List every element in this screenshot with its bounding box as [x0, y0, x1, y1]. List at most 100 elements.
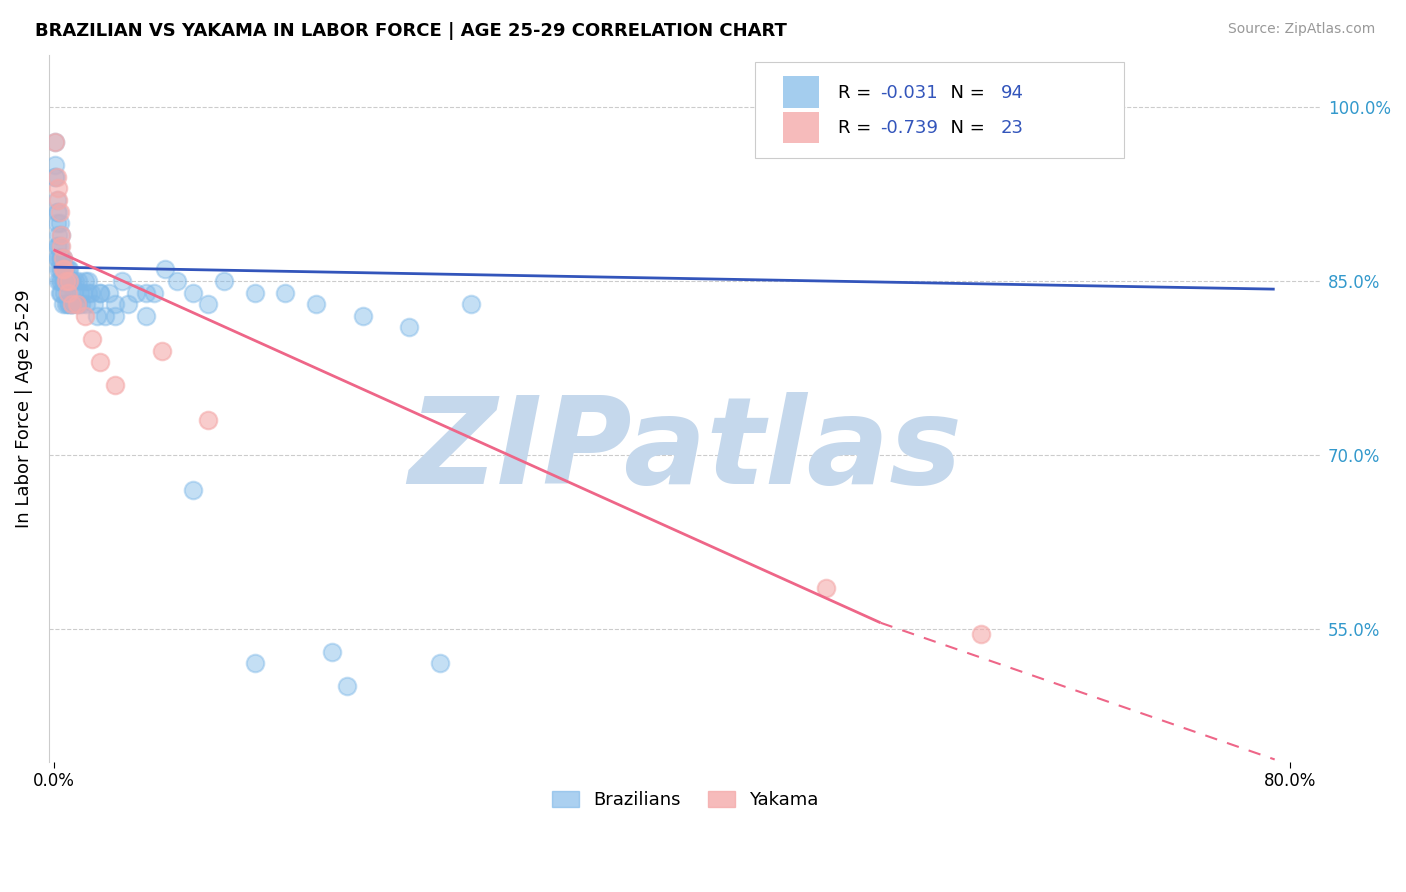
Point: [51, 262, 73, 277]
Point: [104, 378, 127, 392]
Point: [52, 262, 75, 277]
Point: [98, 285, 121, 300]
Point: [46, 239, 69, 253]
Point: [53, 274, 76, 288]
Point: [970, 627, 993, 641]
Point: [51, 251, 73, 265]
Point: [153, 262, 176, 277]
Point: [53, 274, 76, 288]
Point: [815, 581, 838, 595]
Legend: Brazilians, Yakama: Brazilians, Yakama: [544, 784, 825, 816]
Point: [243, 285, 266, 300]
Point: [76, 274, 98, 288]
Point: [52, 274, 75, 288]
Point: [45, 216, 67, 230]
Point: [181, 483, 204, 497]
Point: [69, 285, 91, 300]
Point: [60, 297, 83, 311]
Point: [67, 274, 90, 288]
Point: [398, 320, 420, 334]
Point: [55, 274, 77, 288]
Point: [104, 297, 127, 311]
Point: [58, 262, 80, 277]
Point: [45, 239, 67, 253]
Point: [70, 297, 93, 311]
Point: [83, 297, 105, 311]
Point: [45, 169, 67, 184]
Point: [60, 297, 83, 311]
Text: -0.739: -0.739: [880, 119, 938, 137]
FancyBboxPatch shape: [783, 112, 818, 144]
Text: BRAZILIAN VS YAKAMA IN LABOR FORCE | AGE 25-29 CORRELATION CHART: BRAZILIAN VS YAKAMA IN LABOR FORCE | AGE…: [35, 22, 787, 40]
Point: [56, 285, 79, 300]
Point: [53, 262, 76, 277]
Point: [52, 297, 75, 311]
Point: [352, 309, 374, 323]
Point: [970, 100, 993, 114]
Point: [66, 297, 89, 311]
Point: [45, 193, 67, 207]
Point: [51, 285, 73, 300]
Point: [60, 297, 83, 311]
Point: [181, 285, 204, 300]
Point: [59, 297, 82, 311]
Point: [336, 680, 359, 694]
Point: [56, 297, 79, 311]
Point: [73, 309, 96, 323]
Point: [305, 297, 328, 311]
Point: [197, 413, 219, 427]
Text: Source: ZipAtlas.com: Source: ZipAtlas.com: [1227, 22, 1375, 37]
Point: [429, 657, 451, 671]
Point: [49, 274, 72, 288]
Point: [212, 274, 235, 288]
Point: [243, 657, 266, 671]
Point: [89, 285, 111, 300]
Point: [76, 285, 98, 300]
Text: R =: R =: [838, 84, 877, 102]
Point: [89, 285, 111, 300]
Point: [53, 262, 76, 277]
Point: [93, 309, 115, 323]
Point: [49, 239, 72, 253]
FancyBboxPatch shape: [783, 77, 818, 108]
Point: [45, 251, 67, 265]
Text: 23: 23: [1001, 119, 1024, 137]
Point: [67, 297, 90, 311]
Point: [46, 181, 69, 195]
Point: [110, 274, 132, 288]
Point: [46, 227, 69, 242]
Point: [82, 332, 104, 346]
Point: [44, 158, 66, 172]
Text: N =: N =: [939, 119, 991, 137]
Point: [52, 251, 75, 265]
Point: [73, 274, 96, 288]
Text: ZIPatlas: ZIPatlas: [408, 392, 962, 509]
FancyBboxPatch shape: [755, 62, 1123, 158]
Point: [58, 274, 80, 288]
Point: [46, 274, 69, 288]
Text: 94: 94: [1001, 84, 1024, 102]
Point: [321, 645, 343, 659]
Point: [80, 285, 103, 300]
Point: [55, 262, 77, 277]
Point: [51, 251, 73, 265]
Point: [86, 309, 108, 323]
Point: [46, 251, 69, 265]
Point: [75, 297, 97, 311]
Point: [49, 216, 72, 230]
Point: [56, 274, 79, 288]
Point: [124, 285, 146, 300]
Point: [49, 251, 72, 265]
Point: [49, 285, 72, 300]
Point: [65, 274, 87, 288]
Point: [72, 285, 94, 300]
Point: [59, 274, 82, 288]
Point: [89, 355, 111, 369]
Y-axis label: In Labor Force | Age 25-29: In Labor Force | Age 25-29: [15, 289, 32, 528]
Point: [135, 285, 157, 300]
Point: [274, 285, 297, 300]
Text: R =: R =: [838, 119, 877, 137]
Point: [60, 274, 83, 288]
Point: [44, 169, 66, 184]
Point: [150, 343, 173, 358]
